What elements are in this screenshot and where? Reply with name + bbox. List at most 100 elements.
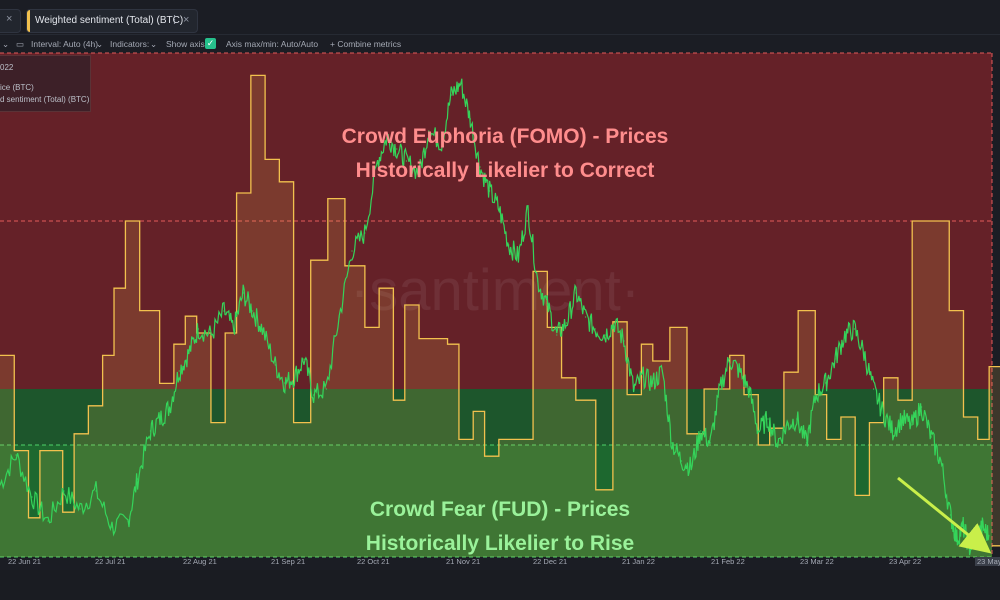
price-point [188,352,190,354]
chart-toolbar: ⌄ ▭ Interval: Auto (4h) ⌄ Indicators: ⌄ … [0,36,1000,52]
price-point [940,460,942,462]
price-point [604,334,606,336]
calendar-icon[interactable]: ▭ [16,39,25,49]
fomo-annotation-line1: Crowd Euphoria (FOMO) - Prices [341,125,669,148]
price-point [0,484,1,486]
more-vertical-icon[interactable]: ⋮ [169,14,180,26]
price-point [921,406,923,408]
price-point [498,208,500,210]
chevron-down-icon[interactable]: ⌄ [150,39,158,49]
watermark: ·santiment· [350,258,640,323]
btc-price-line [0,78,990,556]
x-tick-label: 21 Feb 22 [711,557,745,566]
price-point [95,490,97,492]
price-point [469,118,471,120]
tab-color-indicator [27,10,30,32]
fud-deep-zone [0,445,992,557]
price-point [777,442,779,444]
price-point [863,352,865,354]
x-tick-label: 22 Oct 21 [357,557,390,566]
fomo-annotation: Crowd Euphoria (FOMO) - Prices Historica… [300,120,710,188]
price-point [111,526,113,528]
price-point [396,148,398,150]
legend-sentiment: d sentiment (Total) (BTC) [0,95,90,104]
price-point [303,358,305,360]
interval-selector[interactable]: Interval: Auto (4h) [31,39,99,49]
price-point [47,520,49,522]
price-point [988,534,990,537]
x-tick-label-current: 23 May 22 [975,557,1000,566]
chevron-down-icon[interactable]: ⌄ [2,39,10,49]
timeline-navigator[interactable] [0,570,1000,600]
price-point [873,388,875,390]
price-point [853,328,856,330]
price-point [386,136,388,138]
price-point [284,382,286,384]
price-point [460,82,462,84]
legend-price: ice (BTC) [0,83,34,92]
price-point [834,358,836,360]
price-point [962,526,964,528]
x-axis: 22 Jun 21 22 Jul 21 22 Aug 21 21 Sep 21 … [0,557,1000,569]
x-tick-label: 21 Sep 21 [271,557,306,566]
price-point [556,334,558,336]
metric-tab[interactable]: Weighted sentiment (Total) (BTC) ⋮ × [26,9,198,33]
price-point [508,244,510,246]
tab-bar: × Weighted sentiment (Total) (BTC) ⋮ × [0,0,1000,35]
show-axis-label[interactable]: Show axis [166,39,205,49]
x-tick-label: 22 Aug 21 [183,557,217,566]
price-point [489,190,491,192]
axis-maxmin-selector[interactable]: Axis max/min: Auto/Auto [226,39,319,49]
price-point [956,538,958,540]
show-axis-checkbox[interactable]: ✓ [205,38,216,49]
price-point [149,430,151,432]
downtrend-arrow [897,476,992,554]
close-icon[interactable]: × [183,14,190,26]
price-point [441,142,443,144]
price-point [159,418,161,420]
chevron-down-icon[interactable]: ⌄ [96,39,104,49]
x-tick-label: 23 Mar 22 [800,557,834,566]
price-point [178,370,180,372]
price-point [63,490,65,492]
fud-annotation-line2: Historically Likelier to Rise [365,532,635,555]
price-point [261,328,263,330]
price-point [738,370,740,372]
price-point [223,310,225,312]
indicators-menu[interactable]: Indicators: [110,39,150,49]
price-point [767,418,769,420]
previous-tab[interactable]: × [0,9,21,33]
price-point [565,322,568,324]
price-point [594,328,596,330]
price-point [981,526,984,528]
price-point [700,430,702,432]
price-point [418,172,420,174]
price-point [719,388,721,390]
x-tick-label: 21 Jan 22 [622,557,655,566]
price-point [537,280,539,282]
price-point [242,292,244,294]
price-point [338,316,340,318]
price-point [137,478,139,480]
price-point [729,358,731,360]
x-tick-label: 22 Jun 21 [8,557,41,566]
price-point [642,376,644,378]
price-point [748,388,750,390]
price-point [969,546,971,549]
price-point [313,394,315,396]
price-point [805,442,808,444]
fud-annotation-line1: Crowd Fear (FUD) - Prices [369,498,631,521]
legend-date: 022 [0,63,14,72]
price-point [796,418,798,420]
price-point [844,334,846,336]
x-tick-label: 21 Nov 21 [446,557,481,566]
price-point [325,388,327,390]
price-point [351,250,353,252]
price-point [377,160,379,162]
price-point [428,130,430,132]
close-icon[interactable]: × [6,13,13,25]
price-point [197,328,199,330]
price-point [546,304,548,306]
combine-metrics-button[interactable]: + Combine metrics [330,39,402,49]
